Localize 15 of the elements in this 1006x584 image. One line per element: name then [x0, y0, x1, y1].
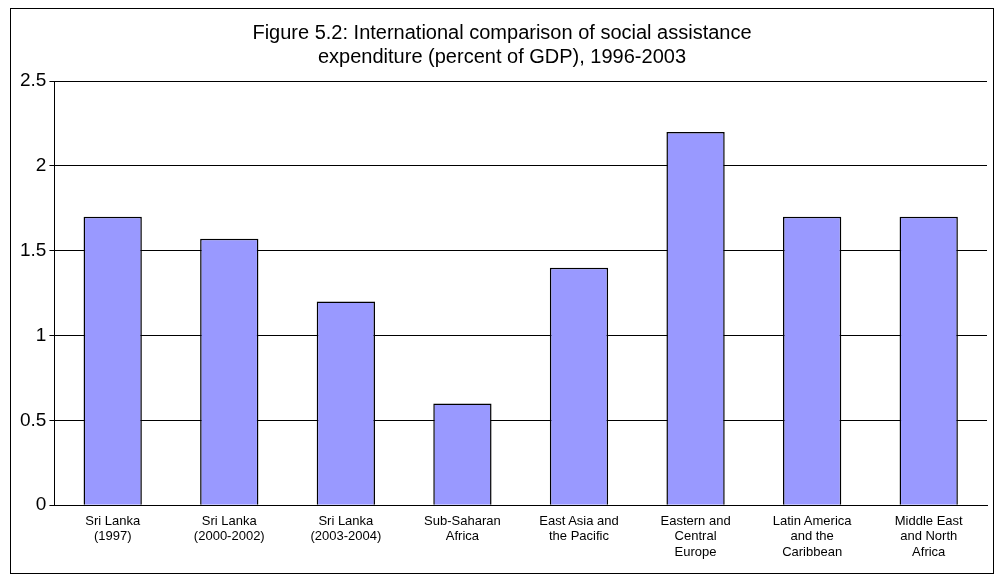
y-tick-label: 0.5 [19, 408, 47, 430]
x-tick-label: Eastern and Central Europe [660, 512, 731, 559]
chart-title: Figure 5.2: International comparison of social assistance expenditure (percent of GDP), 1996-2003 [252, 20, 752, 67]
y-tick-label: 1.5 [19, 238, 47, 260]
y-tick-label: 2.5 [19, 69, 47, 91]
x-tick-label: Sri Lanka (2003-2004) [310, 512, 382, 544]
x-tick-label: Latin America and the Caribbean [772, 512, 853, 559]
y-tick-label: 0 [35, 493, 47, 515]
x-tick-label: Sri Lanka (1997) [85, 512, 141, 544]
x-tick-label: Middle East and North Africa [894, 512, 964, 559]
x-tick-label: East Asia and the Pacific [539, 512, 619, 544]
y-tick-label: 1 [35, 323, 47, 345]
y-tick-label: 2 [35, 154, 47, 176]
x-tick-label: Sri Lanka (2000-2002) [193, 512, 265, 544]
x-tick-label: Sub-Saharan Africa [424, 512, 501, 544]
